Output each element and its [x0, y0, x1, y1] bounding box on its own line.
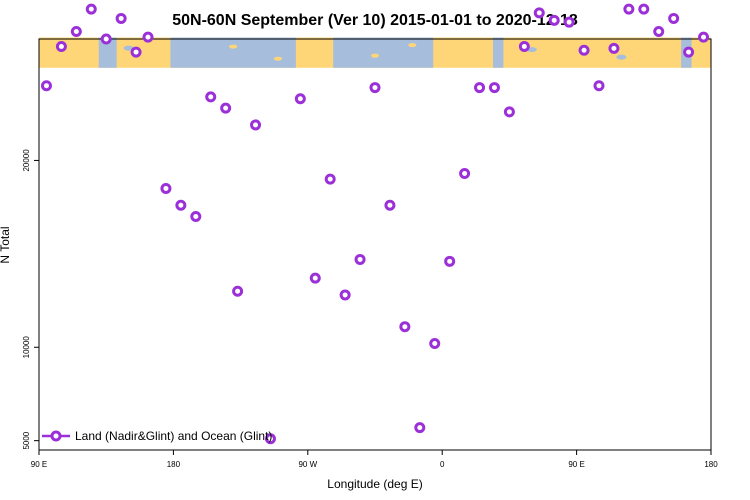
y-axis-ticks: 5000 10000 20000	[22, 149, 39, 450]
legend: Land (Nadir&Glint) and Ocean (Glint)	[42, 429, 272, 443]
data-point	[578, 44, 590, 56]
data-point	[339, 289, 351, 301]
data-point	[668, 12, 680, 24]
data-point	[623, 3, 635, 15]
data-point	[698, 31, 710, 43]
data-point	[593, 80, 605, 92]
data-point	[429, 338, 441, 350]
data-point	[55, 40, 67, 52]
data-point	[130, 46, 142, 58]
data-point	[220, 102, 232, 114]
data-point	[115, 12, 127, 24]
map-band-water	[347, 51, 358, 57]
y-tick-label: 5000	[22, 431, 31, 449]
x-tick-label: 180	[704, 460, 718, 469]
map-band-ocean	[98, 37, 117, 68]
data-point	[264, 433, 276, 445]
data-point	[250, 119, 262, 131]
data-point	[414, 422, 426, 434]
x-tick-label: 180	[167, 460, 181, 469]
x-axis-ticks: 90 E 180 90 W 0 90 E 180	[31, 450, 718, 469]
data-point	[399, 321, 411, 333]
data-point	[459, 168, 471, 180]
map-band-island	[371, 53, 379, 58]
map-band-island	[408, 43, 417, 48]
data-point	[653, 26, 665, 38]
legend-marker	[50, 430, 62, 442]
map-band-water	[123, 45, 134, 51]
x-tick-label: 90 E	[31, 460, 47, 469]
x-tick-label: 90 W	[298, 460, 317, 469]
data-point	[160, 182, 172, 194]
data-point	[533, 7, 545, 19]
data-point	[85, 3, 97, 15]
map-band-island	[273, 56, 282, 61]
data-point	[354, 253, 366, 265]
y-tick-label: 10000	[22, 336, 31, 359]
x-axis-label: Longitude (deg E)	[327, 477, 422, 491]
data-point	[683, 46, 695, 58]
data-point	[518, 40, 530, 52]
data-point	[369, 82, 381, 94]
map-band-ocean	[333, 37, 434, 68]
map-band-water	[616, 54, 627, 60]
map-band-water	[392, 44, 403, 50]
data-point	[205, 91, 217, 103]
map-band-water	[213, 56, 224, 62]
data-point	[548, 14, 560, 26]
plot-frame	[38, 38, 712, 451]
map-band-ocean	[492, 37, 504, 68]
y-axis-label: N Total	[0, 226, 12, 263]
data-point	[190, 210, 202, 222]
x-tick-label: 90 E	[568, 460, 584, 469]
data-points	[40, 3, 710, 445]
data-point	[384, 199, 396, 211]
data-point	[309, 272, 321, 284]
legend-label: Land (Nadir&Glint) and Ocean (Glint)	[75, 429, 272, 443]
data-point	[608, 42, 620, 54]
data-point	[444, 255, 456, 267]
map-band-ocean	[170, 37, 296, 68]
data-point	[40, 80, 52, 92]
data-point	[488, 82, 500, 94]
data-point	[100, 33, 112, 45]
data-point	[324, 173, 336, 185]
data-point	[232, 285, 244, 297]
data-point	[175, 199, 187, 211]
data-point	[294, 93, 306, 105]
x-tick-label: 0	[440, 460, 445, 469]
data-point	[70, 26, 82, 38]
map-band-island	[229, 44, 238, 49]
y-tick-label: 20000	[22, 149, 31, 172]
data-point	[638, 3, 650, 15]
data-point	[563, 16, 575, 28]
data-point	[474, 82, 486, 94]
data-point	[142, 31, 154, 43]
data-point	[503, 106, 515, 118]
chart-title: 50N-60N September (Ver 10) 2015-01-01 to…	[172, 12, 578, 29]
